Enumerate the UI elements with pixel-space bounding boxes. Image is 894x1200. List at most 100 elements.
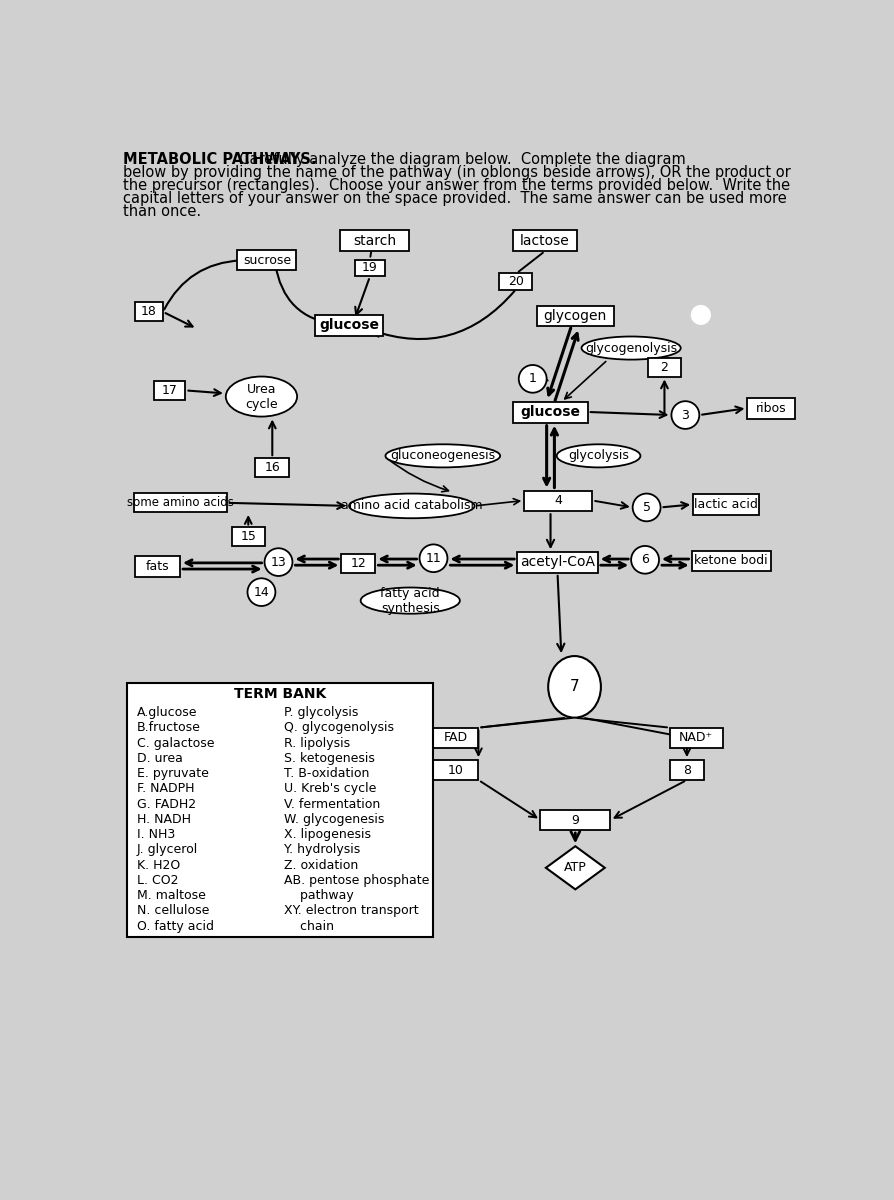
Text: Urea
cycle: Urea cycle — [245, 383, 277, 410]
Circle shape — [690, 305, 710, 325]
Text: 10: 10 — [448, 763, 463, 776]
Text: 17: 17 — [162, 384, 178, 397]
Text: sucrose: sucrose — [242, 253, 291, 266]
FancyBboxPatch shape — [513, 402, 587, 422]
FancyBboxPatch shape — [540, 810, 610, 830]
FancyBboxPatch shape — [433, 760, 478, 780]
Text: 12: 12 — [350, 557, 366, 570]
Text: 20: 20 — [507, 275, 523, 288]
Text: G. FADH2: G. FADH2 — [137, 798, 196, 810]
Text: 13: 13 — [270, 556, 286, 569]
Text: glucose: glucose — [520, 406, 580, 419]
Text: TERM BANK: TERM BANK — [234, 686, 326, 701]
Text: pathway: pathway — [283, 889, 353, 902]
Text: 18: 18 — [141, 305, 156, 318]
FancyBboxPatch shape — [669, 727, 721, 748]
Text: 11: 11 — [426, 552, 441, 565]
Circle shape — [248, 578, 275, 606]
FancyBboxPatch shape — [691, 551, 770, 571]
Text: some amino acids: some amino acids — [126, 496, 233, 509]
Ellipse shape — [225, 377, 297, 416]
FancyBboxPatch shape — [669, 760, 704, 780]
Text: below by providing the name of the pathway (in oblongs beside arrows), OR the pr: below by providing the name of the pathw… — [122, 164, 789, 180]
Text: glycogen: glycogen — [543, 310, 606, 323]
FancyBboxPatch shape — [135, 556, 180, 577]
Text: 19: 19 — [362, 262, 377, 275]
Text: N. cellulose: N. cellulose — [137, 905, 209, 917]
Circle shape — [519, 365, 546, 392]
Ellipse shape — [556, 444, 640, 467]
FancyBboxPatch shape — [232, 528, 265, 546]
Text: AB. pentose phosphate: AB. pentose phosphate — [283, 874, 429, 887]
Text: XY. electron transport: XY. electron transport — [283, 905, 418, 917]
Text: B.fructose: B.fructose — [137, 721, 200, 734]
Polygon shape — [545, 846, 604, 889]
Text: lactic acid: lactic acid — [694, 498, 757, 511]
FancyBboxPatch shape — [647, 358, 680, 377]
Text: glucose: glucose — [318, 318, 378, 332]
Text: L. CO2: L. CO2 — [137, 874, 178, 887]
Text: 1: 1 — [528, 372, 536, 385]
Text: capital letters of your answer on the space provided.  The same answer can be us: capital letters of your answer on the sp… — [122, 191, 786, 206]
Text: amino acid catabolism: amino acid catabolism — [341, 499, 482, 512]
Text: U. Kreb's cycle: U. Kreb's cycle — [283, 782, 375, 796]
Text: NAD⁺: NAD⁺ — [679, 731, 713, 744]
Text: ketone bodi: ketone bodi — [694, 554, 767, 568]
Text: A.glucose: A.glucose — [137, 706, 197, 719]
Text: 6: 6 — [640, 553, 648, 566]
FancyBboxPatch shape — [127, 683, 433, 937]
FancyBboxPatch shape — [433, 727, 478, 748]
Text: T. B-oxidation: T. B-oxidation — [283, 767, 369, 780]
Text: 9: 9 — [570, 814, 578, 827]
Text: ribos: ribos — [755, 402, 786, 415]
Text: 3: 3 — [680, 408, 688, 421]
Text: chain: chain — [283, 919, 333, 932]
Text: lactose: lactose — [519, 234, 569, 247]
FancyBboxPatch shape — [746, 398, 795, 419]
FancyBboxPatch shape — [135, 302, 163, 322]
Text: W. glycogenesis: W. glycogenesis — [283, 812, 384, 826]
FancyBboxPatch shape — [499, 274, 531, 290]
Text: X. lipogenesis: X. lipogenesis — [283, 828, 370, 841]
Text: F. NADPH: F. NADPH — [137, 782, 194, 796]
Text: Q. glycogenolysis: Q. glycogenolysis — [283, 721, 393, 734]
Text: glycogenolysis: glycogenolysis — [585, 342, 677, 354]
Text: 8: 8 — [682, 763, 690, 776]
Text: ATP: ATP — [563, 862, 586, 875]
Text: acetyl-CoA: acetyl-CoA — [519, 556, 595, 570]
FancyBboxPatch shape — [237, 251, 296, 270]
Text: FAD: FAD — [443, 731, 468, 744]
FancyBboxPatch shape — [341, 553, 375, 572]
FancyBboxPatch shape — [524, 491, 592, 511]
Text: 15: 15 — [240, 530, 256, 544]
Text: fats: fats — [146, 560, 169, 572]
FancyBboxPatch shape — [517, 552, 597, 572]
Circle shape — [670, 401, 698, 428]
Text: Y. hydrolysis: Y. hydrolysis — [283, 844, 359, 857]
Text: H. NADH: H. NADH — [137, 812, 190, 826]
Text: O. fatty acid: O. fatty acid — [137, 919, 214, 932]
Text: D. urea: D. urea — [137, 752, 182, 764]
Text: 4: 4 — [553, 494, 561, 508]
FancyBboxPatch shape — [340, 230, 409, 251]
Text: S. ketogenesis: S. ketogenesis — [283, 752, 375, 764]
FancyBboxPatch shape — [536, 306, 613, 326]
Text: glycolysis: glycolysis — [568, 449, 628, 462]
Text: than once.: than once. — [122, 204, 200, 220]
Circle shape — [632, 493, 660, 521]
Text: V. fermentation: V. fermentation — [283, 798, 380, 810]
Ellipse shape — [360, 588, 460, 613]
Text: 2: 2 — [660, 361, 668, 373]
Text: K. H2O: K. H2O — [137, 858, 180, 871]
Text: Carefully analyze the diagram below.  Complete the diagram: Carefully analyze the diagram below. Com… — [230, 151, 685, 167]
FancyBboxPatch shape — [315, 314, 383, 336]
Text: Z. oxidation: Z. oxidation — [283, 858, 358, 871]
Ellipse shape — [581, 336, 680, 360]
Ellipse shape — [349, 493, 474, 518]
Ellipse shape — [385, 444, 500, 467]
FancyBboxPatch shape — [133, 493, 226, 512]
Text: METABOLIC PATHWAYS.: METABOLIC PATHWAYS. — [122, 151, 316, 167]
Text: I. NH3: I. NH3 — [137, 828, 174, 841]
FancyBboxPatch shape — [255, 458, 289, 476]
Text: J. glycerol: J. glycerol — [137, 844, 198, 857]
